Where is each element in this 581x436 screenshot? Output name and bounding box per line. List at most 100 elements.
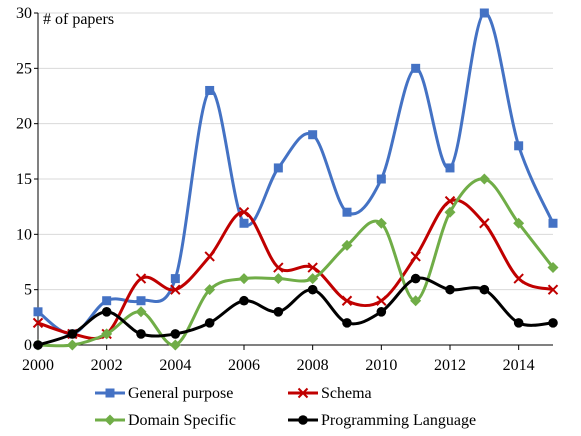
y-tick-label: 5 <box>24 282 32 299</box>
x-tick-label: 2006 <box>228 357 260 374</box>
data-point-programming-language <box>307 284 318 295</box>
y-tick-label: 10 <box>16 226 32 243</box>
x-marker-stroke <box>297 387 309 399</box>
data-point-general-purpose <box>102 296 112 306</box>
data-point-general-purpose <box>205 85 215 95</box>
legend-item-domain-specific: Domain Specific <box>95 412 236 429</box>
x-tick-label: 2012 <box>434 357 466 374</box>
legend-label-schema: Schema <box>321 385 372 402</box>
legend: General purpose Schema Domain Specific Prog… <box>95 385 476 429</box>
y-tick-label: 25 <box>16 60 32 77</box>
x-tick-label: 2014 <box>503 357 535 374</box>
data-point-programming-language <box>67 329 78 339</box>
data-point-schema <box>135 273 147 284</box>
data-point-programming-language <box>548 318 558 328</box>
data-point-general-purpose <box>342 207 352 217</box>
x-tick-label: 2008 <box>297 357 329 374</box>
data-point-domain-specific <box>272 273 284 285</box>
data-point-schema <box>341 295 353 306</box>
data-point-schema <box>376 295 387 306</box>
data-point-general-purpose <box>479 8 489 18</box>
legend-marker-schema <box>297 387 309 399</box>
x-tick-label: 2000 <box>22 357 54 374</box>
data-point-domain-specific <box>101 328 113 340</box>
x-marker-stroke <box>479 218 490 229</box>
axes: 0 5 10 15 20 25 30 2000 2002 2004 2006 2008 2010 2012… <box>16 5 553 374</box>
data-point-schema <box>479 218 490 229</box>
x-tick-label: 2002 <box>91 357 123 374</box>
data-point-domain-specific <box>478 173 490 185</box>
series-line-general-purpose <box>37 11 555 336</box>
x-marker-stroke <box>238 206 250 218</box>
x-tick-label: 2004 <box>159 357 191 374</box>
legend-label-programming-language: Programming Language <box>321 412 476 429</box>
x-marker-stroke <box>273 262 284 273</box>
legend-marker-domain-specific <box>104 414 116 426</box>
data-point-general-purpose <box>239 218 249 228</box>
x-marker-stroke <box>410 251 421 262</box>
legend-item-programming-language: Programming Language <box>288 412 476 429</box>
data-point-domain-specific <box>66 339 78 351</box>
data-point-domain-specific <box>444 206 456 218</box>
data-point-domain-specific <box>341 239 353 251</box>
data-point-programming-language <box>445 284 455 295</box>
series-line-programming-language <box>37 276 554 347</box>
y-tick-label: 20 <box>16 116 32 133</box>
legend-item-schema: Schema <box>288 385 372 402</box>
series-domain-specific <box>32 173 559 351</box>
data-point-general-purpose <box>308 130 318 140</box>
legend-label-domain-specific: Domain Specific <box>128 412 236 429</box>
data-point-general-purpose <box>548 218 558 228</box>
data-point-programming-language <box>513 318 524 328</box>
data-point-general-purpose <box>136 296 146 306</box>
data-point-programming-language <box>204 318 215 328</box>
series-line-domain-specific <box>37 177 555 348</box>
data-point-domain-specific <box>307 273 319 285</box>
x-marker-stroke <box>547 284 559 295</box>
data-point-schema <box>273 262 284 273</box>
y-tick-label: 30 <box>16 5 32 22</box>
data-point-domain-specific <box>410 295 422 307</box>
data-point-general-purpose <box>445 163 455 173</box>
data-point-schema <box>410 251 421 262</box>
data-point-general-purpose <box>273 163 283 173</box>
series-line-schema <box>37 198 554 340</box>
data-point-programming-language <box>136 329 146 339</box>
data-point-general-purpose <box>411 63 421 73</box>
data-point-general-purpose <box>514 141 524 151</box>
series-schema <box>32 195 559 340</box>
x-marker-stroke <box>204 251 215 262</box>
y-tick-label: 15 <box>16 171 32 188</box>
legend-marker-programming-language <box>298 415 308 425</box>
data-point-programming-language <box>239 295 249 306</box>
data-point-general-purpose <box>376 174 386 184</box>
data-point-general-purpose <box>170 274 180 284</box>
data-point-schema <box>170 284 181 295</box>
data-point-programming-language <box>410 273 421 284</box>
data-point-schema <box>307 262 318 273</box>
legend-marker-general-purpose <box>105 388 115 398</box>
data-point-programming-language <box>273 307 284 317</box>
data-point-programming-language <box>170 329 181 339</box>
x-tick-label: 2010 <box>365 357 397 374</box>
series <box>32 8 559 351</box>
x-marker-stroke <box>135 273 147 284</box>
x-marker-stroke <box>376 295 387 306</box>
x-marker-stroke <box>307 262 318 273</box>
data-point-schema <box>204 251 215 262</box>
x-marker-stroke <box>170 284 181 295</box>
data-point-domain-specific <box>204 284 216 296</box>
data-point-programming-language <box>342 318 352 328</box>
legend-item-general-purpose: General purpose <box>95 385 233 402</box>
data-point-schema <box>32 317 44 329</box>
data-point-programming-language <box>33 340 43 350</box>
data-point-programming-language <box>101 307 112 317</box>
series-programming-language <box>33 273 558 350</box>
data-point-schema <box>547 284 559 295</box>
y-tick-label: 0 <box>24 337 32 354</box>
x-marker-stroke <box>32 317 44 329</box>
legend-label-general-purpose: General purpose <box>128 385 233 402</box>
data-point-schema <box>513 273 524 284</box>
